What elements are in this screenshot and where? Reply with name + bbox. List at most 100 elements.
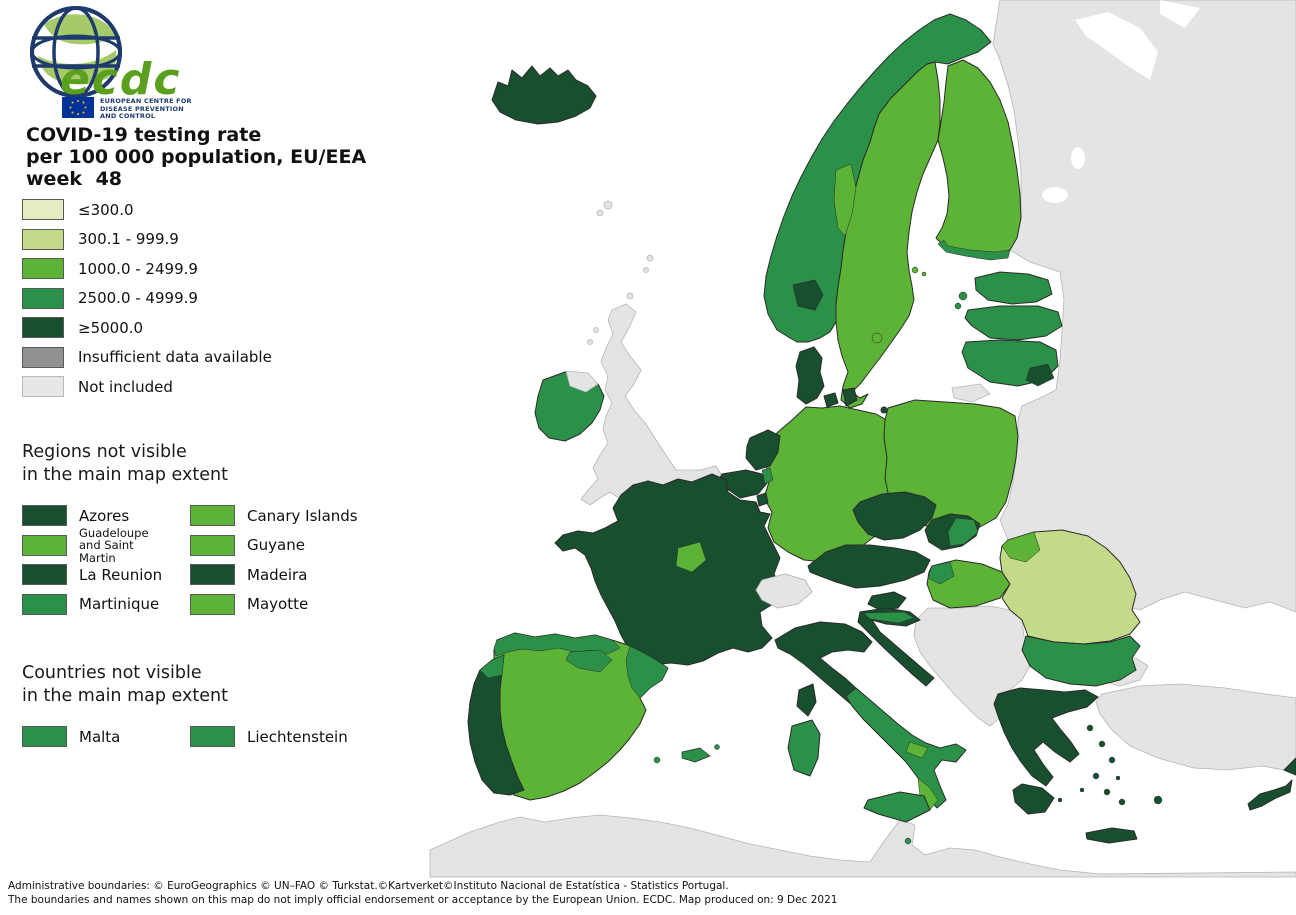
map-region-aegean-island xyxy=(1118,798,1126,806)
map-title-line3: week 48 xyxy=(26,168,123,190)
eu-flag-icon xyxy=(62,97,94,118)
map-region-mallorca xyxy=(681,747,711,763)
legend-row: 1000.0 - 2499.9 xyxy=(22,258,272,279)
map-region-ibiza xyxy=(653,756,661,764)
map-region-funen xyxy=(823,392,839,408)
legend-label: Insufficient data available xyxy=(78,348,272,366)
map-country-bulgaria xyxy=(1021,635,1141,687)
map-region-peloponnese xyxy=(1012,783,1055,815)
map-region-sicily xyxy=(863,791,931,823)
map-region-aland-2 xyxy=(921,271,927,277)
map-region-hebrides xyxy=(593,327,599,333)
map-country-norway xyxy=(763,13,992,343)
map-region-bornholm xyxy=(880,406,888,414)
region-label: Guyane xyxy=(247,536,305,555)
regions-not-visible-section: Regions not visible in the main map exte… xyxy=(22,441,382,619)
map-region-turkey xyxy=(1095,683,1296,773)
map-region-malta xyxy=(904,837,912,845)
attribution-line1: Administrative boundaries: © EuroGeograp… xyxy=(8,880,729,892)
region-swatch xyxy=(190,564,235,586)
map-region-aegean-island xyxy=(1108,756,1116,764)
region-item-la-reunion: La Reunion xyxy=(22,560,190,590)
map-region-cyprus-east-wedge xyxy=(1283,757,1296,776)
map-region-aegean-island xyxy=(1092,772,1100,780)
country-label: Liechtenstein xyxy=(247,727,348,746)
map-country-portugal xyxy=(467,654,525,796)
region-item-martinique: Martinique xyxy=(22,590,190,620)
region-swatch xyxy=(22,505,67,527)
map-region-menorca xyxy=(714,744,720,750)
map-country-austria xyxy=(807,544,931,589)
legend-swatch-le300 xyxy=(22,199,64,220)
regions-section-title: Regions not visible in the main map exte… xyxy=(22,442,228,485)
map-subregion-slovakia-east xyxy=(947,517,979,547)
map-region-shetland-2 xyxy=(643,267,649,273)
map-region-faroe xyxy=(603,200,613,210)
map-region-hiiumaa xyxy=(954,302,962,310)
legend-label: 300.1 - 999.9 xyxy=(78,230,179,248)
map-subregion-france-grandest xyxy=(675,541,707,573)
map-country-croatia xyxy=(857,607,935,687)
region-swatch xyxy=(22,564,67,586)
arctic-inlet xyxy=(1160,0,1200,28)
legend-label: ≥5000.0 xyxy=(78,318,144,337)
ecdc-subtitle: EUROPEAN CENTRE FOR DISEASE PREVENTION A… xyxy=(100,97,192,120)
map-subregion-croatia-north xyxy=(863,611,915,624)
map-subregion-lithuania-southeast xyxy=(1025,363,1055,387)
region-label: Guadeloupe and Saint Martin xyxy=(79,525,149,565)
legend: ≤300.0 300.1 - 999.9 1000.0 - 2499.9 250… xyxy=(22,199,272,406)
region-label: La Reunion xyxy=(79,565,163,584)
map-region-sardinia xyxy=(787,719,821,777)
region-item-mayotte: Mayotte xyxy=(190,590,368,620)
legend-row: Not included xyxy=(22,376,272,397)
map-subregion-portugal-north xyxy=(479,654,505,679)
map-subregion-finland-south xyxy=(937,239,1011,261)
region-item-azores: Azores xyxy=(22,501,190,531)
countries-not-visible-section: Countries not visible in the main map ex… xyxy=(22,662,382,752)
country-item-liechtenstein: Liechtenstein xyxy=(190,722,368,752)
map-subregion-italy-calabria xyxy=(917,777,939,811)
map-title-line2: per 100 000 population, EU/EEA xyxy=(26,146,367,168)
map-country-luxembourg xyxy=(756,492,769,507)
map-region-shetland xyxy=(646,254,654,262)
map-region-gotland xyxy=(871,332,883,344)
legend-row: ≥5000.0 xyxy=(22,317,272,338)
map-subregion-spain-navarra xyxy=(565,649,613,673)
map-subregion-romania-northwest xyxy=(1001,531,1041,563)
region-item-guyane: Guyane xyxy=(190,531,368,561)
map-region-aegean-island xyxy=(1115,775,1121,781)
countries-section-title: Countries not visible in the main map ex… xyxy=(22,663,228,706)
region-label: Canary Islands xyxy=(247,506,358,525)
country-swatch xyxy=(22,726,67,748)
ecdc-globe-icon xyxy=(30,6,122,98)
map-subregion-belgium-east xyxy=(761,467,774,485)
ecdc-wordmark: ecdc xyxy=(60,54,182,105)
map-region-aland xyxy=(911,266,919,274)
region-swatch xyxy=(190,534,235,556)
lake-ladoga xyxy=(1042,187,1068,203)
map-region-crete xyxy=(1085,827,1138,844)
legend-swatch-not-included xyxy=(22,376,64,397)
map-subregion-catalonia xyxy=(625,645,669,699)
map-subregion-norway-east xyxy=(833,163,857,237)
map-region-aegean-island xyxy=(1098,740,1106,748)
map-country-netherlands xyxy=(745,429,781,471)
map-region-africa xyxy=(429,814,1296,878)
map-region-aegean-island xyxy=(1079,787,1085,793)
map-subregion-italy-basilicata xyxy=(905,741,929,759)
map-subregion-norway-oslo xyxy=(792,279,824,311)
map-country-denmark xyxy=(795,346,825,405)
region-item-madeira: Madeira xyxy=(190,560,368,590)
region-item-canary-islands: Canary Islands xyxy=(190,501,368,531)
legend-label: 2500.0 - 4999.9 xyxy=(78,289,198,307)
map-subregion-italy-south xyxy=(845,687,967,809)
lake-onega xyxy=(1071,147,1085,169)
map-subregion-hungary-west xyxy=(927,561,955,585)
legend-row: ≤300.0 xyxy=(22,199,272,220)
map-country-estonia xyxy=(974,271,1053,305)
legend-row: 300.1 - 999.9 xyxy=(22,228,272,250)
white-sea xyxy=(1075,12,1158,80)
region-swatch xyxy=(190,593,235,615)
